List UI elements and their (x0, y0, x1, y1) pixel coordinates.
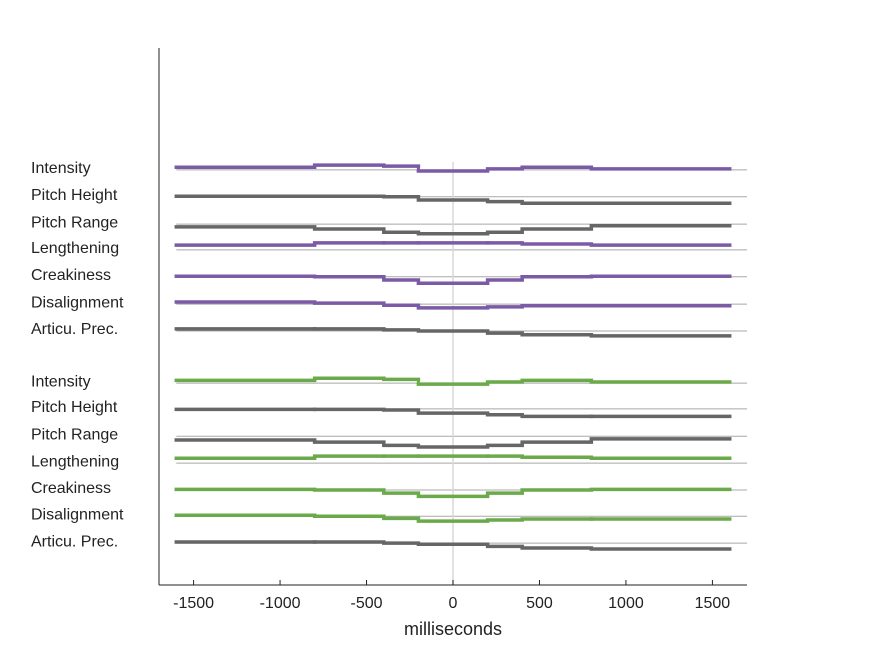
row-label: Creakiness (31, 480, 111, 497)
row-label: Creakiness (31, 267, 111, 284)
row-label: Articu. Prec. (31, 321, 118, 338)
x-tick-label: 1000 (608, 595, 644, 612)
x-tick-label: 1500 (695, 595, 731, 612)
row-label: Articu. Prec. (31, 533, 118, 550)
x-tick-label: -1000 (260, 595, 301, 612)
row-label: Lengthening (31, 453, 119, 470)
x-tick-label: 500 (526, 595, 553, 612)
x-axis-label: milliseconds (404, 619, 502, 639)
row-label: Pitch Range (31, 214, 118, 231)
row-label: Pitch Range (31, 426, 118, 443)
x-tick-label: -500 (351, 595, 383, 612)
x-tick-label: -1500 (173, 595, 214, 612)
row-label: Disalignment (31, 294, 124, 311)
row-label: Pitch Height (31, 399, 118, 416)
row-label: Intensity (31, 160, 91, 177)
row-label: Lengthening (31, 240, 119, 257)
row-label: Disalignment (31, 506, 124, 523)
row-label: Intensity (31, 373, 91, 390)
x-tick-label: 0 (449, 595, 458, 612)
row-label: Pitch Height (31, 187, 118, 204)
